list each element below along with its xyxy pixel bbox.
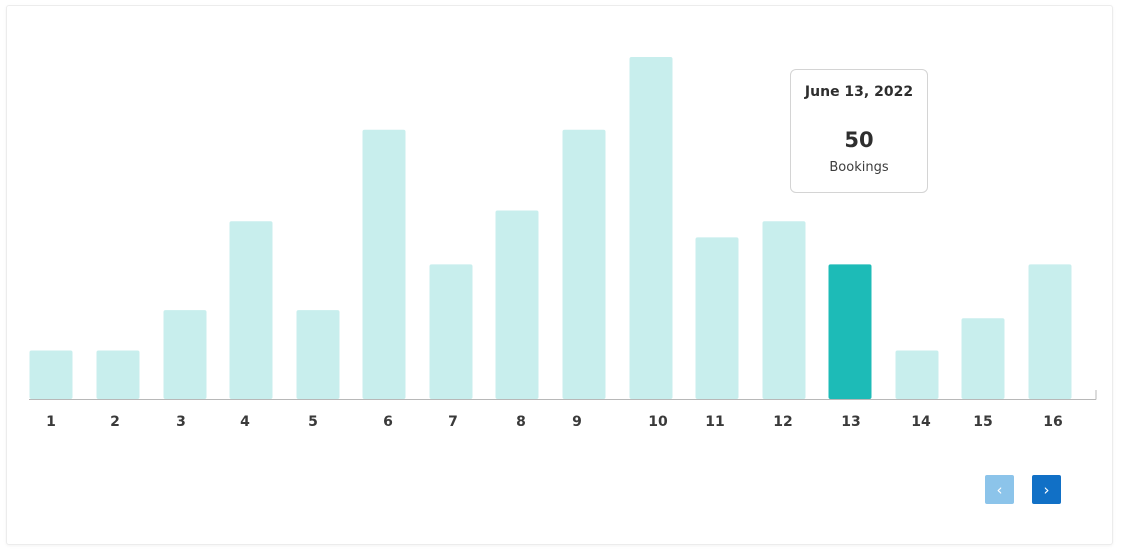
bar-7[interactable] [429, 264, 473, 399]
x-tick-label: 8 [516, 414, 526, 430]
bar-6[interactable] [362, 129, 406, 399]
bar-4[interactable] [229, 221, 273, 399]
bar-1[interactable] [29, 350, 73, 399]
bar-3[interactable] [163, 310, 207, 399]
x-tick-label: 14 [911, 414, 931, 430]
bar-8[interactable] [495, 210, 539, 399]
x-tick-label: 4 [240, 414, 250, 430]
bar-tooltip: June 13, 2022 50 Bookings [790, 69, 928, 193]
chart-card [6, 5, 1113, 545]
x-tick-label: 15 [973, 414, 992, 430]
bar-11[interactable] [695, 237, 739, 399]
bar-12[interactable] [762, 221, 806, 399]
bar-9[interactable] [562, 129, 606, 399]
tooltip-date: June 13, 2022 [804, 84, 914, 100]
tooltip-value: 50 [844, 128, 874, 152]
bar-5[interactable] [296, 310, 340, 399]
chevron-left-icon: ‹ [996, 480, 1003, 499]
x-tick-label: 2 [110, 414, 120, 430]
x-tick-label: 3 [176, 414, 186, 430]
x-tick-label: 11 [705, 414, 724, 430]
bar-14[interactable] [895, 350, 939, 399]
x-tick-label: 16 [1043, 414, 1062, 430]
x-tick-label: 7 [448, 414, 458, 430]
bar-10[interactable] [629, 57, 673, 399]
bar-16[interactable] [1028, 264, 1072, 399]
previous-page-button[interactable]: ‹ [985, 475, 1014, 504]
bar-15[interactable] [961, 318, 1005, 399]
x-tick-label: 12 [773, 414, 792, 430]
x-tick-label: 13 [841, 414, 860, 430]
bar-13[interactable] [828, 264, 872, 399]
x-tick-label: 10 [648, 414, 668, 430]
x-tick-label: 6 [383, 414, 393, 430]
x-tick-label: 5 [308, 414, 318, 430]
x-tick-label: 9 [572, 414, 582, 430]
next-page-button[interactable]: › [1032, 475, 1061, 504]
x-tick-label: 1 [46, 414, 56, 430]
x-tick-labels: 1 2 3 4 5 6 7 8 9 10 11 12 13 14 15 16 [46, 414, 1063, 430]
bar-group [29, 57, 1072, 399]
chevron-right-icon: › [1043, 480, 1050, 499]
bar-2[interactable] [96, 350, 140, 399]
tooltip-unit: Bookings [829, 160, 889, 175]
